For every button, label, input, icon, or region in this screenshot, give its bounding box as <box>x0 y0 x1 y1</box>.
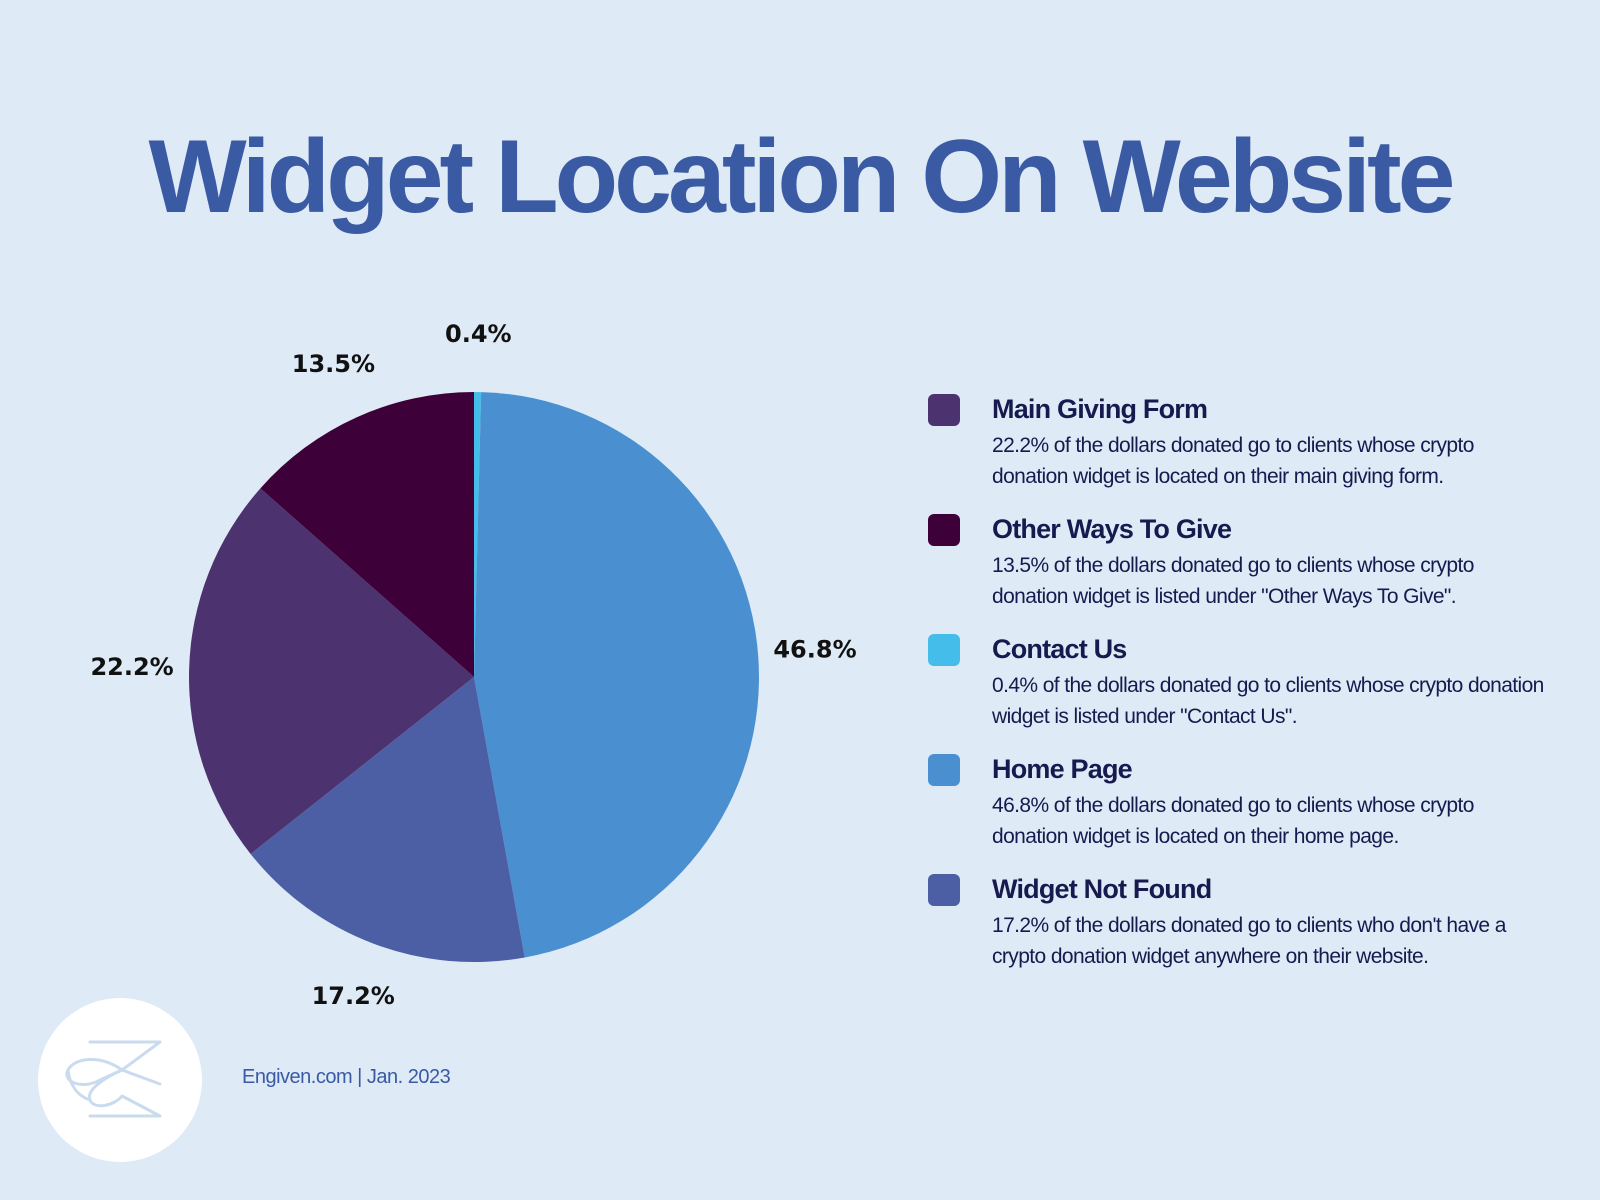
slice-percent-label: 0.4% <box>445 320 512 348</box>
legend-title: Contact Us <box>992 634 1127 664</box>
legend-swatch <box>928 514 960 546</box>
legend-item-home-page: Home Page 46.8% of the dollars donated g… <box>928 750 1548 852</box>
legend-title: Other Ways To Give <box>992 514 1232 544</box>
slice-percent-label: 13.5% <box>292 350 375 378</box>
legend-title: Main Giving Form <box>992 394 1208 424</box>
pie-slice-main-giving-form <box>189 488 474 854</box>
legend-item-other-ways-to-give: Other Ways To Give 13.5% of the dollars … <box>928 510 1548 612</box>
pie-slice-widget-not-found <box>250 677 525 962</box>
slice-percent-label: 17.2% <box>312 982 395 1010</box>
engiven-logo-icon <box>65 1040 162 1118</box>
footer-source: Engiven.com | Jan. 2023 <box>242 1066 451 1088</box>
legend-swatch <box>928 394 960 426</box>
slice-percent-label: 22.2% <box>90 653 173 681</box>
legend-description: 13.5% of the dollars donated go to clien… <box>992 554 1474 608</box>
legend-item-main-giving-form: Main Giving Form 22.2% of the dollars do… <box>928 390 1548 492</box>
pie-slice-contact-us <box>474 392 482 677</box>
legend: Main Giving Form 22.2% of the dollars do… <box>928 390 1548 990</box>
legend-item-contact-us: Contact Us 0.4% of the dollars donated g… <box>928 630 1548 732</box>
logo <box>38 998 202 1162</box>
legend-swatch <box>928 634 960 666</box>
legend-swatch <box>928 754 960 786</box>
page-title: Widget Location On Website <box>148 119 1456 235</box>
legend-description: 0.4% of the dollars donated go to client… <box>992 674 1544 728</box>
legend-item-widget-not-found: Widget Not Found 17.2% of the dollars do… <box>928 870 1548 972</box>
pie-slice-other-ways-to-give <box>260 392 474 677</box>
legend-swatch <box>928 874 960 906</box>
legend-description: 17.2% of the dollars donated go to clien… <box>992 914 1506 968</box>
legend-title: Home Page <box>992 754 1133 784</box>
legend-title: Widget Not Found <box>992 874 1212 904</box>
legend-description: 46.8% of the dollars donated go to clien… <box>992 794 1474 848</box>
pie-chart: 0.4% 46.8% 17.2% 22.2% 13.5% <box>90 320 856 1010</box>
pie-labels: 0.4% 46.8% 17.2% 22.2% 13.5% <box>90 320 856 1010</box>
pie-slices <box>189 392 759 962</box>
legend-description: 22.2% of the dollars donated go to clien… <box>992 434 1474 488</box>
pie-slice-home-page <box>474 392 759 958</box>
slice-percent-label: 46.8% <box>773 636 856 664</box>
